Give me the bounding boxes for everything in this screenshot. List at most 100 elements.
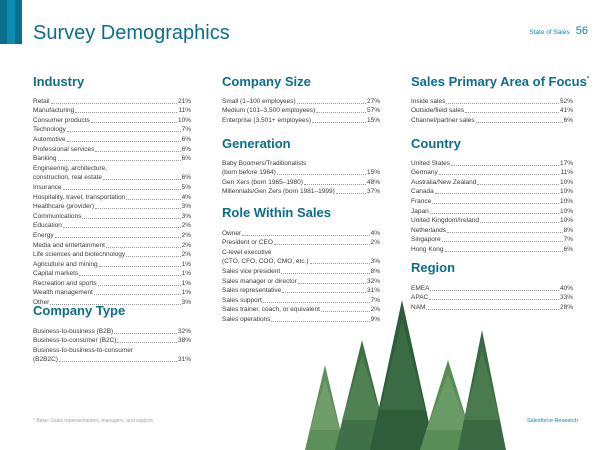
item-value: 3% xyxy=(181,203,191,211)
item-label: EMEA xyxy=(411,284,430,292)
item-value: 15% xyxy=(366,116,380,124)
dot-leader xyxy=(66,140,181,142)
generation-list: Baby Boomers/Traditionalists (born before… xyxy=(222,158,380,196)
list-item: France 10% xyxy=(411,196,573,206)
item-value: 2% xyxy=(181,231,191,239)
dot-leader xyxy=(282,292,366,294)
item-label: Germany xyxy=(411,169,438,177)
item-value: 2% xyxy=(181,222,191,230)
dot-leader xyxy=(114,332,177,334)
item-value: 9% xyxy=(370,315,380,323)
dot-leader xyxy=(66,131,181,133)
dot-leader xyxy=(105,246,181,248)
list-item: (B2B2C) 31% xyxy=(33,355,191,365)
item-value: 1% xyxy=(181,279,191,287)
item-label: Retail xyxy=(33,97,50,105)
list-item: Professional services 6% xyxy=(33,144,191,154)
item-label: Outside/field sales xyxy=(411,107,465,115)
dot-leader xyxy=(444,250,563,252)
item-label: Communications xyxy=(33,212,82,220)
item-label: APAC xyxy=(411,294,429,302)
list-item: Enterprise (3,501+ employees) 15% xyxy=(222,115,380,125)
item-value: 31% xyxy=(177,356,191,364)
dot-leader xyxy=(62,188,181,190)
company-type-list: Business-to-business (B2B) 32% Business-to… xyxy=(33,326,191,364)
item-label: Business-to-business-to-consumer xyxy=(33,346,134,354)
item-value: 3% xyxy=(181,212,191,220)
item-value: 10% xyxy=(559,207,573,215)
dot-leader xyxy=(429,299,559,301)
item-value: 32% xyxy=(366,277,380,285)
dot-leader xyxy=(441,241,563,243)
item-label: Insurance xyxy=(33,183,62,191)
list-item: NAM 28% xyxy=(411,302,573,312)
item-label: (B2B2C) xyxy=(33,356,58,364)
list-item: Technology 7% xyxy=(33,125,191,135)
dot-leader xyxy=(309,263,370,265)
dot-leader xyxy=(262,301,370,303)
item-label: Wealth management xyxy=(33,289,93,297)
item-label: Recreation and sports xyxy=(33,279,97,287)
item-label: Capital markets xyxy=(33,270,79,278)
item-value: 57% xyxy=(366,107,380,115)
item-value: 48% xyxy=(366,178,380,186)
item-label: President or CEO xyxy=(222,239,273,247)
company-size-list: Small (1–100 employees) 27% Medium (101–3,… xyxy=(222,96,380,125)
item-value: 2% xyxy=(181,251,191,259)
generation-title: Generation xyxy=(222,136,291,151)
item-value: 37% xyxy=(366,188,380,196)
item-label: Engineering, architecture, xyxy=(33,164,108,172)
company-size-title: Company Size xyxy=(222,74,311,89)
list-item-label-line: C-level executive xyxy=(222,247,380,257)
list-item: Communications 3% xyxy=(33,211,191,221)
item-label: United States xyxy=(411,159,451,167)
item-value: 6% xyxy=(563,245,573,253)
company-type-title: Company Type xyxy=(33,303,126,318)
list-item: Other 3% xyxy=(33,297,191,307)
dot-leader xyxy=(426,308,559,310)
list-item-label-line: Baby Boomers/Traditionalists xyxy=(222,158,380,168)
item-value: 1% xyxy=(181,270,191,278)
item-label: Business-to-business (B2B) xyxy=(33,327,114,335)
item-value: 15% xyxy=(366,169,380,177)
dot-leader xyxy=(451,164,559,166)
dot-leader xyxy=(271,320,370,322)
item-label: Healthcare (provider) xyxy=(33,203,95,211)
item-value: 2% xyxy=(370,239,380,247)
item-value: 7% xyxy=(370,296,380,304)
list-item: Education 2% xyxy=(33,221,191,231)
item-label: Singapore xyxy=(411,236,441,244)
list-item: Millennials/Gen Zers (born 1981–1999) 37% xyxy=(222,187,380,197)
list-item: Sales trainer, coach, or equivalent 2% xyxy=(222,305,380,315)
list-item: Canada 10% xyxy=(411,187,573,197)
item-label: Medium (101–3,500 employees) xyxy=(222,107,316,115)
item-label: Sales representative xyxy=(222,287,282,295)
dot-leader xyxy=(465,112,559,114)
dot-leader xyxy=(126,198,181,200)
list-item: Capital markets 1% xyxy=(33,269,191,279)
list-item: Sales vice president 8% xyxy=(222,266,380,276)
dot-leader xyxy=(98,265,181,267)
item-label: Hong Kong xyxy=(411,245,444,253)
dot-leader xyxy=(438,174,560,176)
list-item: President or CEO 2% xyxy=(222,238,380,248)
dot-leader xyxy=(273,244,370,246)
list-item: construction, real estate 6% xyxy=(33,173,191,183)
item-value: 32% xyxy=(177,327,191,335)
section-name: State of Sales xyxy=(529,29,570,36)
item-label: United Kingdom/Ireland xyxy=(411,217,479,225)
dot-leader xyxy=(430,289,559,291)
dot-leader xyxy=(117,342,177,344)
list-item: Agriculture and mining 1% xyxy=(33,259,191,269)
item-label: (CTO, CFO, COO, CMO, etc.) xyxy=(222,258,309,266)
item-value: 38% xyxy=(177,337,191,345)
item-label: Netherlands xyxy=(411,226,447,234)
list-item: Banking 6% xyxy=(33,154,191,164)
dot-leader xyxy=(281,272,370,274)
item-value: 3% xyxy=(370,258,380,266)
item-label: (born before 1964) xyxy=(222,169,276,177)
list-item: Sales representative 31% xyxy=(222,286,380,296)
item-label: Gen Xers (born 1965–1980) xyxy=(222,178,303,186)
list-item: Insurance 5% xyxy=(33,182,191,192)
item-label: Baby Boomers/Traditionalists xyxy=(222,159,307,167)
